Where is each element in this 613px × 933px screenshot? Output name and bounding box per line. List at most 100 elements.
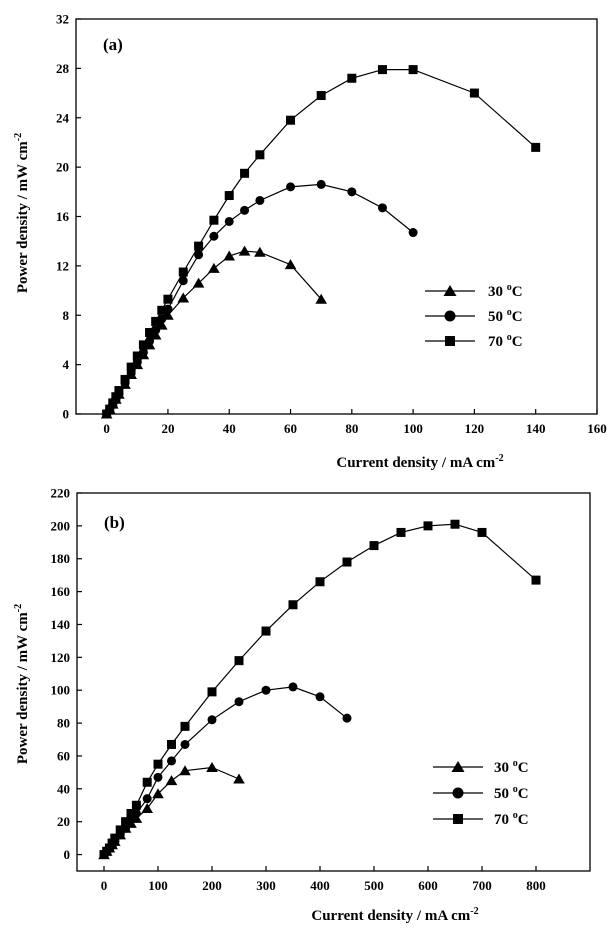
y-tick-label: 120: [51, 650, 71, 665]
data-point-50c: [288, 682, 298, 692]
y-tick-label: 40: [57, 781, 70, 796]
data-point-70c: [531, 142, 541, 152]
x-tick-label: 40: [223, 421, 236, 436]
data-point-30c: [177, 292, 190, 303]
data-point-70c: [105, 404, 115, 414]
chart-panel-a: 0 20 40 60 80 100 120 140 160 0 4 8 12 16 20 24 28 32 (a)…: [13, 12, 607, 472]
data-point-70c: [347, 73, 357, 83]
svg-text:70 oC: 70 oC: [494, 810, 529, 828]
data-point-50c: [240, 205, 250, 215]
data-point-70c: [178, 267, 188, 277]
data-point-30c: [165, 775, 178, 786]
y-tick-label: 200: [51, 518, 71, 533]
data-point-50c: [178, 276, 188, 286]
data-point-70c: [151, 316, 161, 326]
y-tick-label: 20: [56, 160, 69, 175]
data-point-50c: [347, 187, 357, 197]
data-point-70c: [316, 91, 326, 101]
circle-marker-icon: [452, 787, 464, 799]
svg-text:50 oC: 50 oC: [488, 307, 523, 325]
y-tick-label: 80: [57, 716, 70, 731]
data-point-50c: [207, 715, 217, 725]
x-tick-label: 140: [526, 421, 546, 436]
data-point-50c: [316, 179, 326, 189]
data-point-50c: [194, 250, 204, 260]
data-point-70c: [115, 825, 125, 835]
data-point-70c: [286, 115, 296, 125]
triangle-marker-icon: [443, 285, 457, 296]
data-point-50c: [377, 203, 387, 213]
data-point-50c: [224, 216, 234, 226]
legend-entry-30c: 30 oC: [425, 282, 523, 300]
y-tick-label: 12: [56, 258, 69, 273]
x-tick-label: 0: [101, 878, 108, 893]
data-point-70c: [167, 739, 176, 749]
data-point-70c: [108, 398, 118, 408]
svg-text:70 oC: 70 oC: [488, 332, 523, 350]
data-point-30c: [141, 803, 153, 814]
data-point-50c: [342, 713, 352, 723]
legend-entry-50c: 50 oC: [425, 307, 523, 325]
data-point-50c: [286, 182, 296, 192]
y-tick-label: 160: [51, 584, 71, 599]
data-point-50c: [167, 756, 176, 766]
x-axis-title-a: Current density / mA cm-2: [336, 453, 503, 471]
x-tick-label: 20: [161, 421, 174, 436]
data-point-70c: [288, 600, 298, 610]
plot-area-a: 0 20 40 60 80 100 120 140 160 0 4 8 12 16 20 24 28 32: [56, 12, 607, 437]
svg-text:30 oC: 30 oC: [494, 758, 529, 776]
series-line-70c: [106, 68, 537, 415]
data-point-50c: [153, 772, 163, 782]
series-line-70c: [103, 523, 537, 855]
legend-a: 30 oC 50 oC 70 oC: [425, 282, 523, 350]
data-point-30c: [208, 262, 220, 273]
y-axis-title-b: Power density / mW cm-2: [13, 604, 31, 764]
data-point-70c: [104, 843, 114, 853]
x-tick-label: 800: [526, 878, 546, 893]
y-tick-label: 0: [64, 847, 71, 862]
series-line-30c: [106, 250, 322, 415]
data-point-70c: [110, 833, 120, 843]
y-axis-title-a: Power density / mW cm-2: [13, 133, 31, 293]
data-point-70c: [224, 191, 234, 201]
data-point-70c: [240, 168, 250, 178]
data-point-70c: [114, 386, 124, 396]
y-tick-label: 20: [57, 814, 70, 829]
data-point-70c: [423, 521, 433, 531]
data-point-70c: [102, 409, 112, 419]
x-tick-label: 600: [418, 878, 438, 893]
data-point-70c: [121, 817, 131, 827]
square-marker-icon: [453, 814, 463, 824]
panel-label-b: (b): [104, 513, 125, 532]
data-point-30c: [315, 293, 327, 304]
data-point-50c: [408, 228, 418, 238]
y-tick-label: 0: [63, 407, 70, 422]
svg-text:50 oC: 50 oC: [494, 784, 529, 802]
y-tick-label: 28: [56, 61, 70, 76]
y-tick-label: 32: [56, 12, 69, 27]
data-point-30c: [223, 250, 236, 261]
data-point-70c: [126, 808, 136, 818]
y-tick-label: 4: [63, 357, 70, 372]
data-point-30c: [233, 773, 245, 784]
y-tick-label: 180: [51, 551, 71, 566]
x-tick-label: 500: [364, 878, 384, 893]
data-point-70c: [126, 362, 136, 372]
data-point-70c: [531, 575, 541, 585]
y-tick-label: 60: [57, 748, 70, 763]
y-tick-label: 100: [51, 683, 71, 698]
legend-b: 30 oC 50 oC 70 oC: [433, 758, 529, 828]
x-tick-label: 100: [148, 878, 168, 893]
data-point-70c: [142, 777, 152, 787]
data-point-30c: [206, 761, 218, 772]
data-point-70c: [469, 88, 479, 98]
data-point-70c: [145, 328, 155, 338]
panel-label-a: (a): [103, 35, 123, 54]
data-point-70c: [234, 656, 244, 666]
data-point-30c: [254, 246, 266, 257]
x-tick-label: 400: [310, 878, 330, 893]
x-tick-label: 120: [465, 421, 485, 436]
x-tick-label: 80: [345, 421, 358, 436]
x-tick-label: 700: [472, 878, 492, 893]
data-point-30c: [238, 245, 251, 256]
